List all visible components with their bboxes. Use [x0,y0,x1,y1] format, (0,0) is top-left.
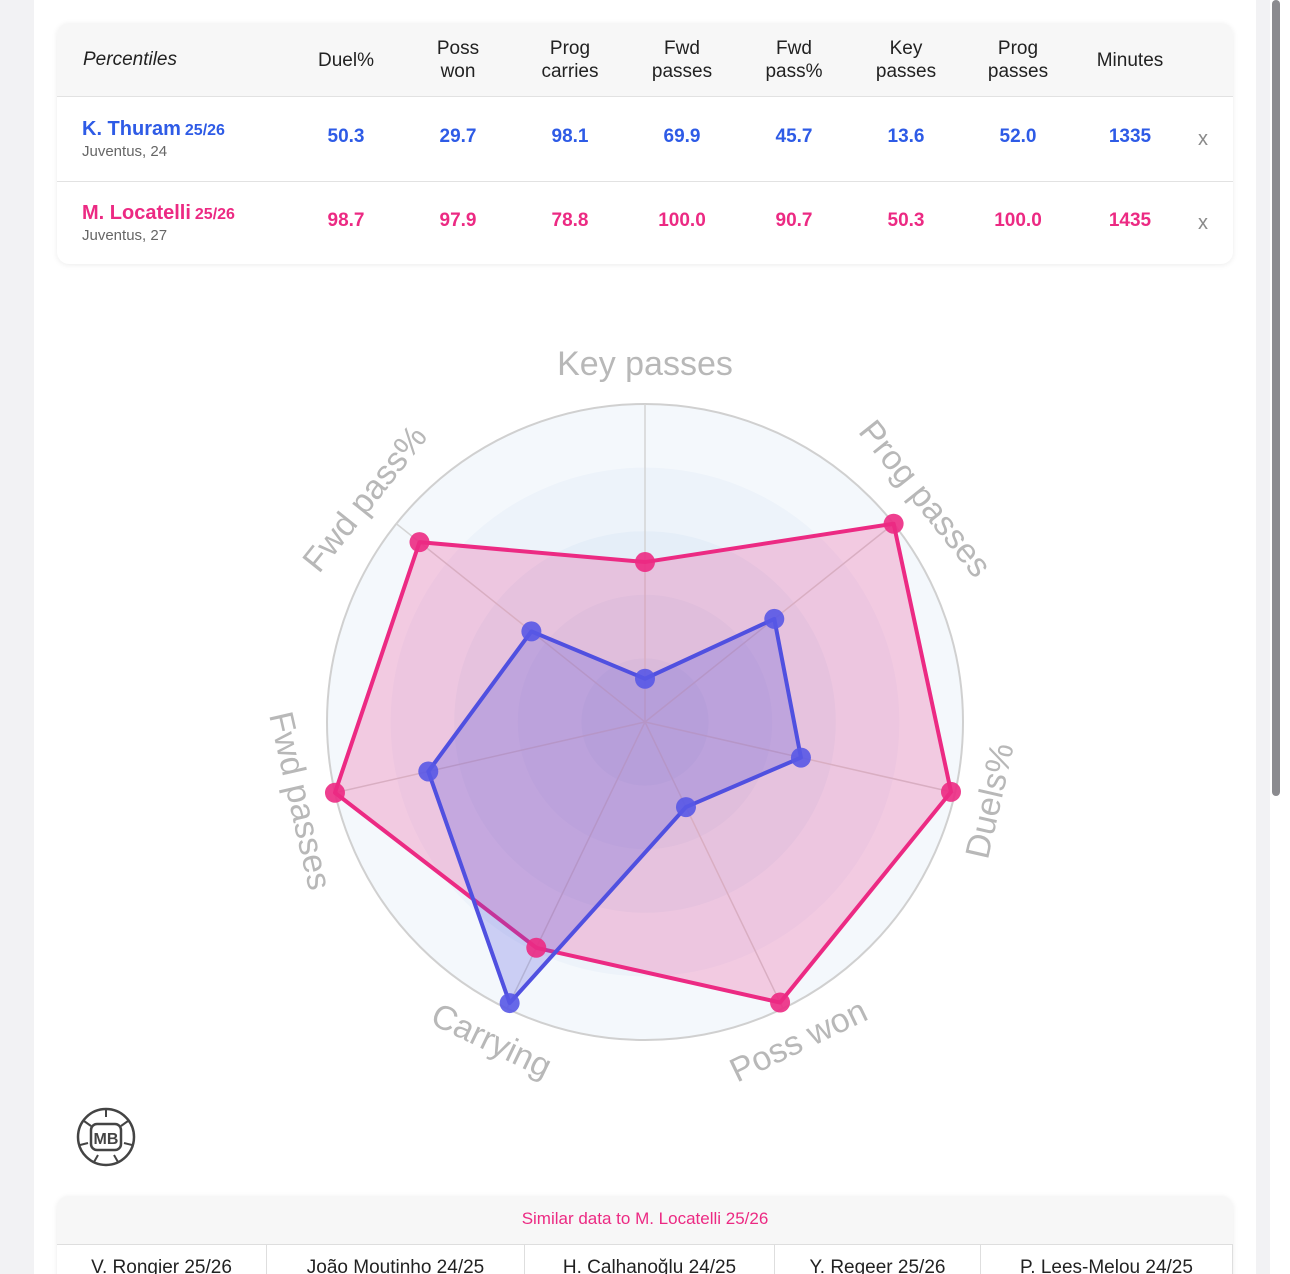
radar-point [521,621,542,642]
comparison-table: Percentiles Duel% Poss won Prog carries Fwd pa… [57,23,1233,264]
column-header[interactable]: Prog passes [987,38,1049,82]
header-percentiles: Percentiles [83,49,177,70]
table-cell: 29.7 [439,126,477,147]
table-row: M. Locatelli 25/26 Juventus, 27 98.7 97.9 7… [57,182,1233,264]
similar-list: V. Rongier 25/26 João Moutinho 24/25 H. Ca… [57,1244,1233,1274]
table-cell: 98.7 [327,210,365,231]
radar-axis-label: Duels% [959,739,1022,862]
table-cell: 52.0 [999,126,1037,147]
table-row: K. Thuram 25/26 Juventus, 24 50.3 29.7 98.1… [57,98,1233,182]
radar-spoke [506,721,646,1009]
remove-player-button[interactable]: x [1198,212,1208,234]
column-header[interactable]: Poss won [436,38,480,82]
radar-point [635,552,655,573]
table-cell: 97.9 [439,210,477,231]
column-header[interactable]: Key passes [875,38,937,82]
mb-logo-icon: MB [76,1107,136,1167]
radar-point [324,782,345,803]
radar-point [883,513,904,534]
similar-player-item[interactable]: P. Lees-Melou 24/25 [981,1245,1233,1274]
column-header[interactable]: Fwd passes [651,38,713,82]
table-cell: 13.6 [887,126,925,147]
player-name[interactable]: K. Thuram 25/26 [82,118,225,140]
table-cell: 50.3 [887,210,925,231]
table-cell: 69.9 [663,126,701,147]
table-header: Percentiles Duel% Poss won Prog carries Fwd pa… [57,23,1233,97]
column-header[interactable]: Prog carries [541,38,599,82]
radar-spoke [334,721,646,794]
radar-point [675,797,696,818]
column-header[interactable]: Minutes [1096,49,1164,71]
radar-spoke [644,721,784,1009]
radar-point [409,532,430,553]
table-cell: 50.3 [327,126,365,147]
column-header[interactable]: Fwd pass% [765,38,823,82]
table-cell: 78.8 [551,210,589,231]
logo-text: MB [94,1131,119,1148]
radar-axis-label: Key passes [557,345,733,383]
radar-point [635,668,655,689]
radar-point [418,761,439,782]
table-cell: 90.7 [775,210,813,231]
radar-point [526,937,547,958]
table-cell: 1335 [1108,126,1152,147]
table-cell: 100.0 [994,210,1042,231]
similar-title: Similar data to M. Locatelli 25/26 [521,1209,769,1228]
table-cell: 45.7 [775,126,813,147]
player-name[interactable]: M. Locatelli 25/26 [82,202,235,224]
table-cell: 100.0 [658,210,706,231]
radar-series-area [426,616,803,1006]
table-cell: 1435 [1108,210,1152,231]
player-team: Juventus, 24 [82,143,168,160]
player-team: Juventus, 27 [82,227,168,244]
radar-point [499,993,520,1014]
table-cell: 98.1 [551,126,589,147]
similar-player-item[interactable]: Y. Regeer 25/26 [775,1245,981,1274]
radar-point [940,781,961,802]
radar-point [764,608,785,629]
column-header[interactable]: Duel% [318,49,374,71]
scrollbar-thumb[interactable] [1272,0,1280,796]
similar-players-panel: Similar data to M. Locatelli 25/26 V. Ro… [57,1196,1233,1274]
similar-player-item[interactable]: H. Calhanoğlu 24/25 [525,1245,775,1274]
radar-point [790,747,811,768]
similar-player-item[interactable]: V. Rongier 25/26 [57,1245,267,1274]
similar-player-item[interactable]: João Moutinho 24/25 [267,1245,525,1274]
radar-series-area [332,521,953,1005]
remove-player-button[interactable]: x [1198,128,1208,150]
radar-spoke [395,523,646,723]
radar-point [770,992,791,1013]
